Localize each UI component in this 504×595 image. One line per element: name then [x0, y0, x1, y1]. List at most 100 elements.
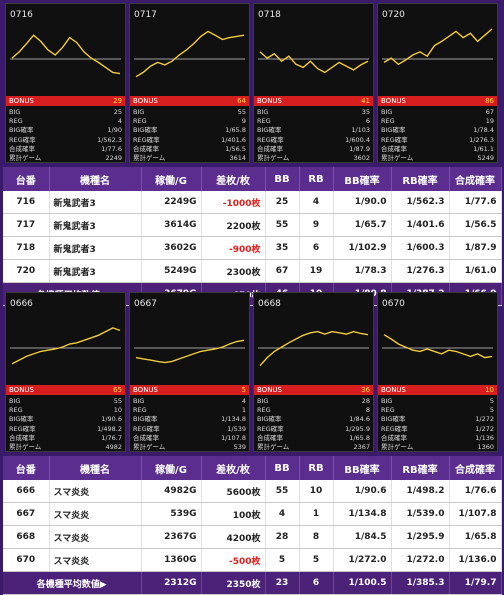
cell-bbp: 1/90.6 — [333, 480, 392, 503]
stat-row-reg: REG 4 — [6, 116, 125, 126]
stat-value: 5249 — [477, 154, 494, 162]
stat-label: REG確率 — [257, 135, 284, 144]
machine-table: 台番 機種名 稼働/G 差枚/枚 BB RB BB確率 RB確率 合成確率 716 新鬼武者3 224… — [3, 167, 502, 306]
stat-value: 1/134.8 — [221, 415, 246, 424]
table-row[interactable]: 716 新鬼武者3 2249G -1000枚 25 4 1/90.0 1/562.3 1/77.… — [3, 191, 502, 214]
column-header[interactable]: 差枚/枚 — [201, 167, 266, 191]
stat-label: 累計ゲーム — [133, 154, 166, 162]
stat-value: 1/77.6 — [101, 144, 122, 153]
stat-value: 4 — [117, 117, 122, 126]
column-header[interactable]: 機種名 — [49, 456, 142, 480]
stat-label: BIG確率 — [133, 415, 158, 424]
cell-no: 666 — [3, 480, 50, 503]
table-row[interactable]: 717 新鬼武者3 3614G 2200枚 55 9 1/65.7 1/401.6 1/56.5 — [3, 213, 502, 237]
cell-rb: 4 — [299, 191, 334, 214]
cell-rate: 3602G — [141, 236, 202, 260]
machine-number: 0716 — [10, 10, 33, 20]
column-header[interactable]: RB — [299, 167, 334, 191]
column-header[interactable]: BB確率 — [333, 456, 392, 480]
machine-card[interactable]: 0668 BONUS 36 BIG 28 REG 8 BIG確率 1/84.6 REG確率 1/29… — [253, 292, 374, 452]
column-header[interactable]: 合成確率 — [449, 456, 502, 480]
column-header[interactable]: 機種名 — [49, 167, 142, 191]
stat-row-big: BIG 35 — [254, 107, 373, 117]
column-header[interactable]: 合成確率 — [449, 167, 502, 191]
table-row[interactable]: 668 スマ炎炎 2367G 4200枚 28 8 1/84.5 1/295.9 1/65.8 — [3, 525, 502, 549]
cell-comb: 1/136.0 — [449, 548, 502, 572]
cell-rb: 1 — [299, 502, 334, 526]
cell-comb: 1/56.5 — [449, 213, 502, 237]
table-row[interactable]: 667 スマ炎炎 539G 100枚 4 1 1/134.8 1/539.0 1/107.8 — [3, 502, 502, 526]
cell-comb: 1/61.0 — [449, 259, 502, 283]
stat-label: 合成確率 — [381, 144, 407, 153]
cell-rb: 8 — [299, 525, 334, 549]
stat-value: 4 — [241, 397, 246, 405]
trend-line — [259, 51, 369, 74]
stat-row-games: 累計ゲーム 3602 — [254, 153, 373, 163]
column-header[interactable]: 稼働/G — [141, 456, 202, 480]
table-row[interactable]: 666 スマ炎炎 4982G 5600枚 55 10 1/90.6 1/498.2 1/76.6 — [3, 480, 502, 503]
stat-row-reg-rate: REG確率 1/272 — [378, 424, 497, 434]
stat-row-reg: REG 8 — [254, 405, 373, 415]
trend-line — [135, 30, 245, 78]
column-header[interactable]: 差枚/枚 — [201, 456, 266, 480]
stat-row-big: BIG 55 — [6, 396, 125, 406]
stat-value: 67 — [485, 108, 494, 116]
machine-card[interactable]: 0717 BONUS 64 BIG 55 REG 9 BIG確率 1/65.8 REG確率 1/40… — [129, 3, 250, 163]
stat-value: 1/65.8 — [225, 126, 246, 135]
column-header[interactable]: 台番 — [3, 167, 50, 191]
bonus-label: BONUS — [9, 386, 34, 394]
stat-value: 1/562.3 — [97, 135, 122, 144]
stat-label: 累計ゲーム — [133, 443, 166, 451]
cell-name: スマ炎炎 — [49, 525, 142, 549]
stat-row-games: 累計ゲーム 2367 — [254, 442, 373, 452]
machine-card[interactable]: 0670 BONUS 10 BIG 5 REG 5 BIG確率 1/272 REG確率 1/272 合… — [377, 292, 498, 452]
trend-line — [383, 28, 493, 66]
bonus-bar: BONUS 36 — [254, 385, 373, 395]
column-header[interactable]: RB確率 — [391, 456, 450, 480]
stat-value: 1/539 — [227, 424, 246, 433]
stat-label: REG — [9, 406, 23, 415]
stat-row-reg: REG 5 — [378, 405, 497, 415]
stat-value: 1/78.4 — [473, 126, 494, 135]
table-row[interactable]: 720 新鬼武者3 5249G 2300枚 67 19 1/78.3 1/276.3 1/61.… — [3, 259, 502, 283]
stat-label: REG確率 — [133, 135, 160, 144]
column-header[interactable]: BB — [265, 456, 300, 480]
machine-card[interactable]: 0720 BONUS 86 BIG 67 REG 19 BIG確率 1/78.4 REG確率 1/2… — [377, 3, 498, 163]
cell-diff: -1000枚 — [201, 191, 266, 214]
stat-value: 1/295.9 — [345, 424, 370, 433]
cell-rate: 1360G — [141, 548, 202, 572]
table-row[interactable]: 718 新鬼武者3 3602G -900枚 35 6 1/102.9 1/600.3 1/87.… — [3, 236, 502, 260]
stat-row-combined: 合成確率 1/77.6 — [6, 144, 125, 154]
cell-diff: 5600枚 — [201, 480, 266, 503]
cell-diff: 2300枚 — [201, 259, 266, 283]
stat-label: BIG確率 — [133, 126, 158, 135]
bonus-label: BONUS — [257, 386, 282, 394]
stat-value: 539 — [233, 443, 246, 451]
stat-label: REG確率 — [9, 424, 36, 433]
cell-rb: 5 — [299, 548, 334, 572]
stat-label: REG — [133, 406, 147, 415]
column-header[interactable]: RB — [299, 456, 334, 480]
column-header[interactable]: 稼働/G — [141, 167, 202, 191]
column-header[interactable]: BB確率 — [333, 167, 392, 191]
machine-card[interactable]: 0716 BONUS 29 BIG 25 REG 4 BIG確率 1/90 REG確率 1/562.… — [5, 3, 126, 163]
table-row[interactable]: 670 スマ炎炎 1360G -500枚 5 5 1/272.0 1/272.0 1/136.0 — [3, 548, 502, 572]
stat-label: REG確率 — [257, 424, 284, 433]
machine-card[interactable]: 0667 BONUS 5 BIG 4 REG 1 BIG確率 1/134.8 REG確率 1/539… — [129, 292, 250, 452]
column-header[interactable]: RB確率 — [391, 167, 450, 191]
cell-name: 新鬼武者3 — [49, 259, 142, 283]
stat-label: REG確率 — [381, 424, 408, 433]
stat-value: 1/61.1 — [473, 144, 494, 153]
cell-no: 668 — [3, 525, 50, 549]
cell-rbp: 1/272.0 — [391, 548, 450, 572]
machine-card[interactable]: 0666 BONUS 65 BIG 55 REG 10 BIG確率 1/90.6 REG確率 1/4… — [5, 292, 126, 452]
trend-graph — [258, 330, 369, 367]
stat-row-games: 累計ゲーム 4982 — [6, 442, 125, 452]
stat-row-reg-rate: REG確率 1/562.3 — [6, 135, 125, 145]
stat-row-combined: 合成確率 1/136 — [378, 433, 497, 443]
stat-row-reg-rate: REG確率 1/539 — [130, 424, 249, 434]
stat-value: 5 — [489, 406, 494, 415]
column-header[interactable]: 台番 — [3, 456, 50, 480]
machine-card[interactable]: 0718 BONUS 41 BIG 35 REG 6 BIG確率 1/103 REG確率 1/600… — [253, 3, 374, 163]
column-header[interactable]: BB — [265, 167, 300, 191]
